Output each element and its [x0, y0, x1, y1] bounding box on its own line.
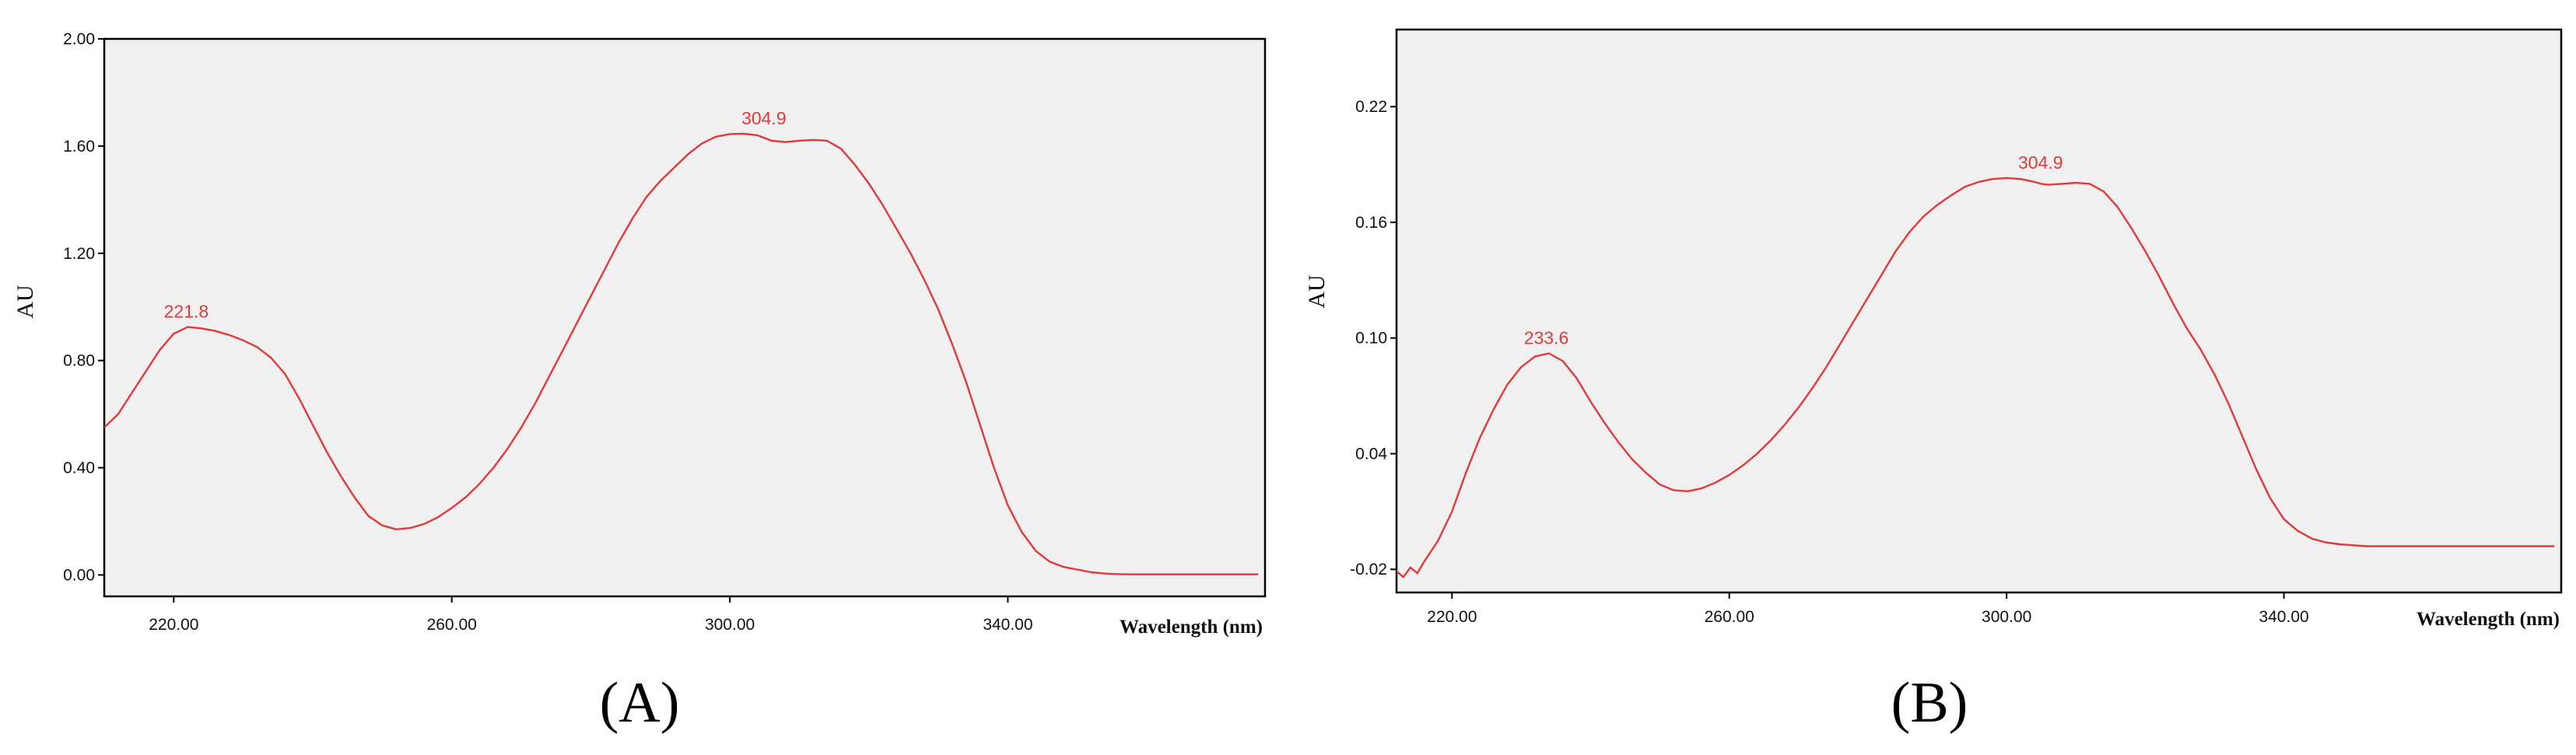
x-tick-label: 340.00	[983, 616, 1032, 634]
plot-area	[103, 37, 1267, 598]
x-tick-label: 300.00	[1982, 608, 2031, 626]
y-tick-label: 0.40	[63, 460, 95, 477]
peak-label: 304.9	[741, 108, 787, 128]
y-tick-label: 1.60	[63, 138, 95, 156]
y-tick-label: 2.00	[63, 30, 95, 48]
x-tick-label: 340.00	[2259, 608, 2308, 626]
spectrum-line	[103, 132, 1259, 575]
y-axis-label: AU	[12, 285, 38, 319]
panel-label-a: (A)	[600, 671, 680, 735]
x-tick-label: 220.00	[149, 616, 198, 634]
x-tick-label: 220.00	[1427, 608, 1477, 626]
x-axis-label: Wavelength (nm)	[2417, 609, 2560, 630]
y-tick-label: 0.00	[63, 566, 95, 584]
x-axis-label: Wavelength (nm)	[1120, 617, 1263, 638]
panel-label-b: (B)	[1891, 671, 1968, 735]
peak-label: 233.6	[1524, 328, 1569, 348]
x-tick-label: 260.00	[427, 616, 477, 634]
chart-panel-b: -0.02 0.04 0.10 0.16 0.22 220.00 260.00 300.00 3…	[1304, 28, 2563, 735]
y-tick-label: -0.02	[1350, 561, 1387, 578]
peak-label: 221.8	[164, 302, 209, 322]
spectrum-line	[1396, 177, 2555, 578]
y-tick-label: 0.16	[1355, 214, 1387, 232]
x-tick-label: 300.00	[705, 616, 755, 634]
x-tick-label: 260.00	[1705, 608, 1754, 626]
y-tick-label: 0.04	[1355, 445, 1387, 463]
plot-area	[1395, 28, 2563, 594]
y-tick-label: 0.10	[1355, 330, 1387, 348]
y-tick-label: 0.80	[63, 352, 95, 370]
y-tick-label: 1.20	[63, 245, 95, 263]
chart-panel-a: 0.00 0.40 0.80 1.20 1.60 2.00 220.00 260.00 300.…	[12, 30, 1267, 735]
peak-label: 304.9	[2018, 152, 2063, 173]
y-axis-label: AU	[1304, 274, 1330, 309]
y-tick-label: 0.22	[1355, 98, 1387, 116]
